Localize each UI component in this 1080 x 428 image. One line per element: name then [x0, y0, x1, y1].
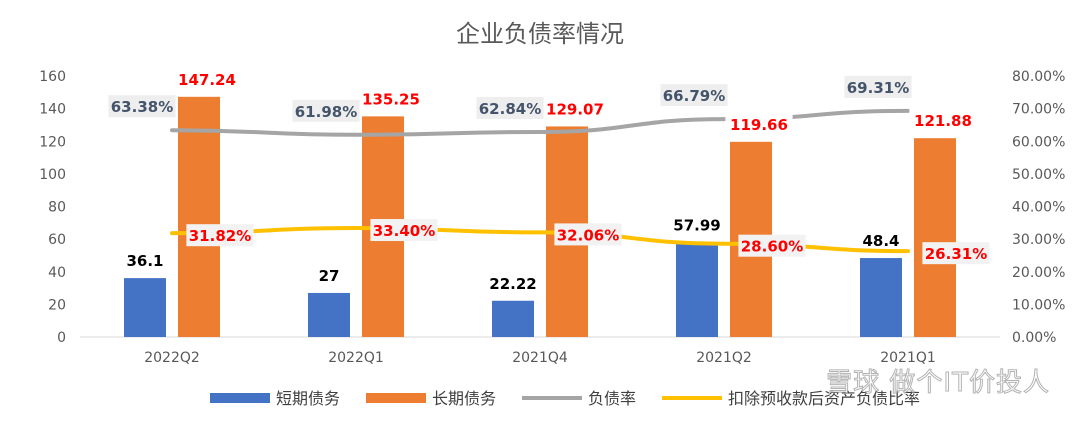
line-adjusted-ratio-label-box — [738, 234, 806, 257]
line-debt-ratio-label: 62.84% — [479, 100, 541, 118]
y-left-tick-label: 60 — [48, 232, 66, 248]
legend-label: 扣除预收款后资产负债比率 — [728, 389, 920, 408]
line-debt-ratio-label-box — [292, 99, 360, 122]
y-left-tick-label: 40 — [48, 265, 66, 281]
line-adjusted-ratio-label-box — [554, 223, 622, 246]
legend-label: 负债率 — [588, 389, 636, 408]
bar-long-term-label-box — [173, 67, 241, 90]
y-left-tick-label: 80 — [48, 200, 66, 216]
y-right-tick-label: 10.00% — [1012, 297, 1065, 313]
bar-short-term-label: 22.22 — [489, 275, 536, 293]
bar-long-term-label-box — [541, 97, 609, 120]
y-left-tick-label: 0 — [57, 330, 66, 346]
y-left-tick-label: 140 — [39, 102, 66, 118]
x-tick-label: 2022Q1 — [328, 350, 384, 366]
bar-series — [124, 96, 956, 337]
bar-short-term-debt — [308, 292, 350, 337]
y-right-tick-label: 30.00% — [1012, 232, 1065, 248]
line-adjusted-ratio-label: 28.60% — [741, 238, 803, 256]
bar-long-term-label: 119.66 — [730, 116, 788, 134]
y-axis-right: 0.00% 10.00% 20.00% 30.00% 40.00% 50.00% 60.00… — [1012, 69, 1065, 346]
y-right-tick-label: 0.00% — [1012, 330, 1056, 346]
legend-label: 短期债务 — [276, 389, 340, 408]
bar-short-term-label: 48.4 — [862, 232, 899, 250]
line-adjusted-ratio-label: 31.82% — [189, 227, 251, 245]
legend-swatch — [366, 393, 426, 403]
line-debt-ratio-label-box — [476, 96, 544, 119]
chart-title: 企业负债率情况 — [456, 20, 624, 48]
y-right-tick-label: 20.00% — [1012, 265, 1065, 281]
line-debt-ratio-label: 66.79% — [663, 87, 725, 105]
line-adjusted-ratio-label-box — [922, 242, 990, 265]
data-labels: 36.1 27 22.22 57.99 48.4 147.24 135.25 129.07 11… — [108, 67, 990, 293]
y-right-tick-label: 40.00% — [1012, 200, 1065, 216]
line-adjusted-ratio-label: 33.40% — [373, 222, 435, 240]
line-debt-ratio-label: 69.31% — [847, 79, 909, 97]
line-debt-ratio-label: 61.98% — [295, 103, 357, 121]
y-axis-left: 0 20 40 60 80 100 120 140 160 — [39, 69, 66, 346]
bar-long-term-label-box — [909, 109, 977, 132]
bar-long-term-label-box — [357, 87, 425, 110]
bar-short-term-debt — [492, 300, 534, 337]
line-debt-ratio-label-box — [108, 95, 176, 118]
bar-long-term-label: 129.07 — [546, 100, 604, 118]
x-axis: 2022Q2 2022Q1 2021Q4 2021Q2 2021Q1 — [80, 336, 1000, 366]
x-tick-label: 2022Q2 — [144, 350, 200, 366]
y-left-tick-label: 160 — [39, 69, 66, 85]
y-right-tick-label: 60.00% — [1012, 134, 1065, 150]
line-adjusted-ratio-label: 26.31% — [925, 245, 987, 263]
bar-long-term-debt — [178, 96, 220, 337]
x-tick-label: 2021Q2 — [696, 350, 752, 366]
line-debt-ratio-label-box — [844, 75, 912, 98]
line-debt-ratio-label-box — [660, 84, 728, 107]
legend-label: 长期债务 — [432, 389, 496, 408]
y-left-tick-label: 120 — [39, 134, 66, 150]
y-left-tick-label: 100 — [39, 167, 66, 183]
y-right-tick-label: 70.00% — [1012, 102, 1065, 118]
bar-short-term-label: 27 — [319, 267, 340, 285]
line-adjusted-ratio-label-box — [186, 224, 254, 247]
line-debt-ratio-label: 63.38% — [111, 98, 173, 116]
line-series — [170, 108, 910, 254]
bar-short-term-debt — [860, 258, 902, 337]
line-adjusted-ratio-label: 32.06% — [557, 226, 619, 244]
bar-short-term-label: 57.99 — [673, 216, 720, 234]
watermark: 雪球 做个IT价投人 — [826, 368, 1050, 399]
bar-short-term-label: 36.1 — [126, 252, 163, 270]
bar-long-term-label: 135.25 — [362, 90, 420, 108]
x-tick-label: 2021Q1 — [880, 350, 936, 366]
bar-short-term-debt — [124, 278, 166, 337]
bar-long-term-label: 147.24 — [178, 71, 236, 89]
legend: 短期债务 长期债务 负债率 扣除预收款后资产负债比率 — [210, 389, 920, 408]
y-left-tick-label: 20 — [48, 297, 66, 313]
bar-long-term-label-box — [725, 112, 793, 135]
bar-long-term-debt — [914, 138, 956, 337]
y-right-tick-label: 80.00% — [1012, 69, 1065, 85]
line-adjusted-ratio-label-box — [370, 219, 438, 242]
bar-short-term-debt — [676, 242, 718, 337]
x-tick-label: 2021Q4 — [512, 350, 568, 366]
bar-long-term-label: 121.88 — [914, 112, 972, 130]
legend-swatch — [210, 393, 270, 403]
y-right-tick-label: 50.00% — [1012, 167, 1065, 183]
